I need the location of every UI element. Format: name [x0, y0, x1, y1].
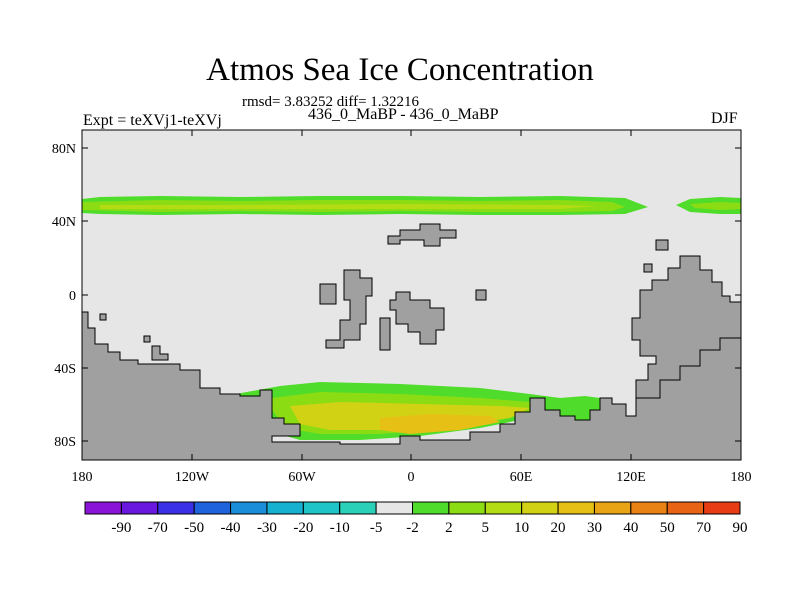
colorbar-label: 10	[514, 520, 529, 536]
x-label-180e: 180	[731, 470, 752, 485]
land-east-continent	[631, 255, 742, 399]
colorbar-label: -5	[370, 520, 383, 536]
colorbar-swatch	[193, 501, 232, 515]
colorbar-swatch	[120, 501, 159, 515]
x-label-120e: 120E	[616, 470, 646, 485]
y-label-80s: 80S	[54, 435, 76, 450]
north-ice-band-east-mid	[690, 202, 741, 210]
colorbar-label: -30	[257, 520, 277, 536]
experiment-label: Expt = teXVj1-teXVj	[83, 112, 222, 129]
land-east-central-island	[389, 291, 445, 345]
colorbar-label: 20	[551, 520, 566, 536]
colorbar-swatch	[302, 501, 341, 515]
x-label-60w: 60W	[288, 470, 316, 485]
colorbar-label: -50	[184, 520, 204, 536]
colorbar-swatch	[557, 501, 595, 515]
colorbar-label: 40	[623, 520, 638, 536]
colorbar-swatch	[84, 501, 122, 515]
land-small-island-c	[475, 289, 487, 301]
y-label-40n: 40N	[52, 215, 76, 230]
colorbar-label: 5	[482, 520, 490, 536]
land-small-island-h	[99, 313, 107, 321]
colorbar-label: 90	[733, 520, 748, 536]
colorbar-label: -40	[221, 520, 241, 536]
land-small-island-g	[143, 335, 151, 343]
colorbar-swatch	[448, 501, 486, 515]
x-label-60e: 60E	[510, 470, 533, 485]
x-label-120w: 120W	[175, 470, 210, 485]
colorbar-swatch	[157, 501, 195, 515]
colorbar-swatch	[230, 501, 268, 515]
north-ice-band-core	[100, 204, 595, 209]
colorbar-swatch	[375, 501, 414, 515]
colorbar-label: -70	[148, 520, 168, 536]
colorbar-swatch	[412, 501, 450, 515]
colorbar-swatch	[630, 501, 668, 515]
land-central-island	[325, 269, 373, 349]
colorbar: -90 -70 -50 -40 -30 -20 -10 -5 -2 2 5 10 20 30 40 50 70 9…	[84, 501, 748, 536]
colorbar-swatch	[339, 501, 377, 515]
y-label-40s: 40S	[54, 362, 76, 377]
colorbar-label: 50	[660, 520, 675, 536]
stats-line: rmsd= 3.83252 diff= 1.32216	[242, 94, 420, 110]
land-small-island-b	[379, 317, 391, 351]
colorbar-label: 70	[696, 520, 711, 536]
season-label: DJF	[711, 110, 738, 127]
y-label-0: 0	[69, 289, 76, 304]
colorbar-swatch	[666, 501, 705, 515]
colorbar-label: -2	[406, 520, 419, 536]
x-label-180w: 180	[72, 470, 93, 485]
colorbar-swatch	[484, 501, 523, 515]
land-small-island-a	[319, 283, 337, 305]
x-label-0: 0	[408, 470, 415, 485]
period-label: 436_0_MaBP - 436_0_MaBP	[308, 106, 499, 123]
colorbar-swatch	[593, 501, 632, 515]
colorbar-label: -20	[293, 520, 313, 536]
land-small-island-d	[655, 239, 669, 251]
land-northern-island	[387, 223, 457, 247]
colorbar-label: 30	[587, 520, 602, 536]
south-ice-warm	[380, 414, 500, 434]
colorbar-label: -10	[330, 520, 350, 536]
colorbar-label: 2	[445, 520, 453, 536]
map-title: Atmos Sea Ice Concentration	[206, 52, 594, 88]
land-small-island-f	[151, 345, 169, 361]
land-small-island-e	[643, 263, 653, 273]
colorbar-swatch	[521, 501, 559, 515]
colorbar-swatch	[266, 501, 304, 515]
colorbar-swatch	[703, 501, 741, 515]
colorbar-label: -90	[111, 520, 131, 536]
y-label-80n: 80N	[52, 142, 76, 157]
